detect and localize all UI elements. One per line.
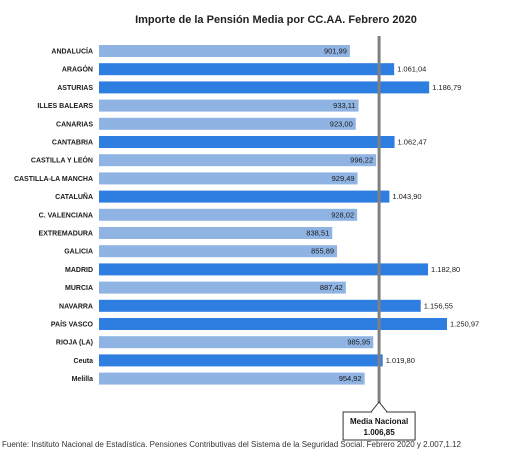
value-label: 923,00 (330, 119, 353, 128)
bar (99, 227, 333, 239)
reference-line-group: Media Nacional 1.006,85 (342, 36, 416, 441)
bar (99, 354, 383, 367)
category-label: CATALUÑA (55, 192, 93, 201)
value-label: 1.182,80 (431, 265, 460, 274)
bars-layer: ANDALUCÍA 901,99 ARAGÓN 1.061,04 ASTURIAS 1.1… (14, 45, 479, 385)
value-label: 1.019,80 (386, 356, 415, 365)
category-label: ARAGÓN (62, 65, 93, 74)
bar (99, 245, 338, 258)
category-label: ASTURIAS (57, 85, 93, 92)
reference-line-label: Media Nacional (350, 417, 408, 426)
reference-pointer (370, 401, 388, 413)
category-label: ILLES BALEARS (37, 103, 93, 110)
value-label: 855,89 (311, 247, 334, 256)
bar (99, 99, 359, 112)
value-label: 985,95 (347, 338, 370, 347)
chart-title: Importe de la Pensión Media por CC.AA. F… (135, 14, 417, 26)
category-label: Ceuta (74, 358, 94, 365)
value-label: 1.043,90 (392, 192, 421, 201)
value-label: 901,99 (324, 47, 347, 56)
bar (99, 81, 430, 94)
bar (99, 299, 421, 312)
category-label: CANARIAS (56, 121, 93, 128)
category-label: C. VALENCIANA (39, 212, 93, 219)
category-label: MURCIA (65, 285, 93, 292)
value-label: 933,11 (333, 101, 355, 110)
bar (99, 263, 429, 276)
category-label: PAÍS VASCO (51, 320, 94, 329)
category-label: EXTREMADURA (39, 231, 93, 238)
bar (99, 208, 358, 221)
value-label: 1.250,97 (450, 320, 479, 329)
bar (99, 318, 447, 330)
value-label: 1.186,79 (432, 83, 461, 92)
bar (99, 136, 395, 148)
category-label: RIOJA (LA) (56, 340, 93, 347)
value-label: 996,22 (350, 156, 373, 165)
bar (99, 190, 390, 203)
category-label: NAVARRA (59, 303, 93, 310)
value-label: 1.156,55 (424, 301, 453, 310)
bar (99, 281, 346, 294)
bar (99, 336, 374, 349)
value-label: 929,49 (332, 174, 355, 183)
value-label: 838,51 (306, 229, 329, 238)
value-label: 887,42 (320, 283, 343, 292)
source-note: Fuente: Instituto Nacional de Estadístic… (2, 440, 461, 449)
category-label: Melilla (72, 376, 94, 383)
bar (99, 154, 377, 167)
bar (99, 117, 356, 130)
category-label: ANDALUCÍA (51, 47, 93, 56)
value-label: 1.061,04 (397, 65, 426, 74)
category-label: CASTILLA-LA MANCHA (14, 176, 93, 183)
reference-line-value: 1.006,85 (364, 428, 396, 437)
category-label: CANTABRIA (52, 140, 93, 147)
value-label: 928,02 (331, 210, 354, 219)
value-label: 1.062,47 (398, 138, 427, 147)
value-label: 954,92 (339, 374, 362, 383)
bar (99, 172, 358, 185)
category-label: MADRID (65, 267, 93, 274)
category-label: CASTILLA Y LEÓN (31, 156, 93, 165)
bar (99, 45, 350, 57)
bar (99, 372, 365, 385)
category-label: GALICIA (64, 249, 93, 256)
bar (99, 63, 395, 76)
